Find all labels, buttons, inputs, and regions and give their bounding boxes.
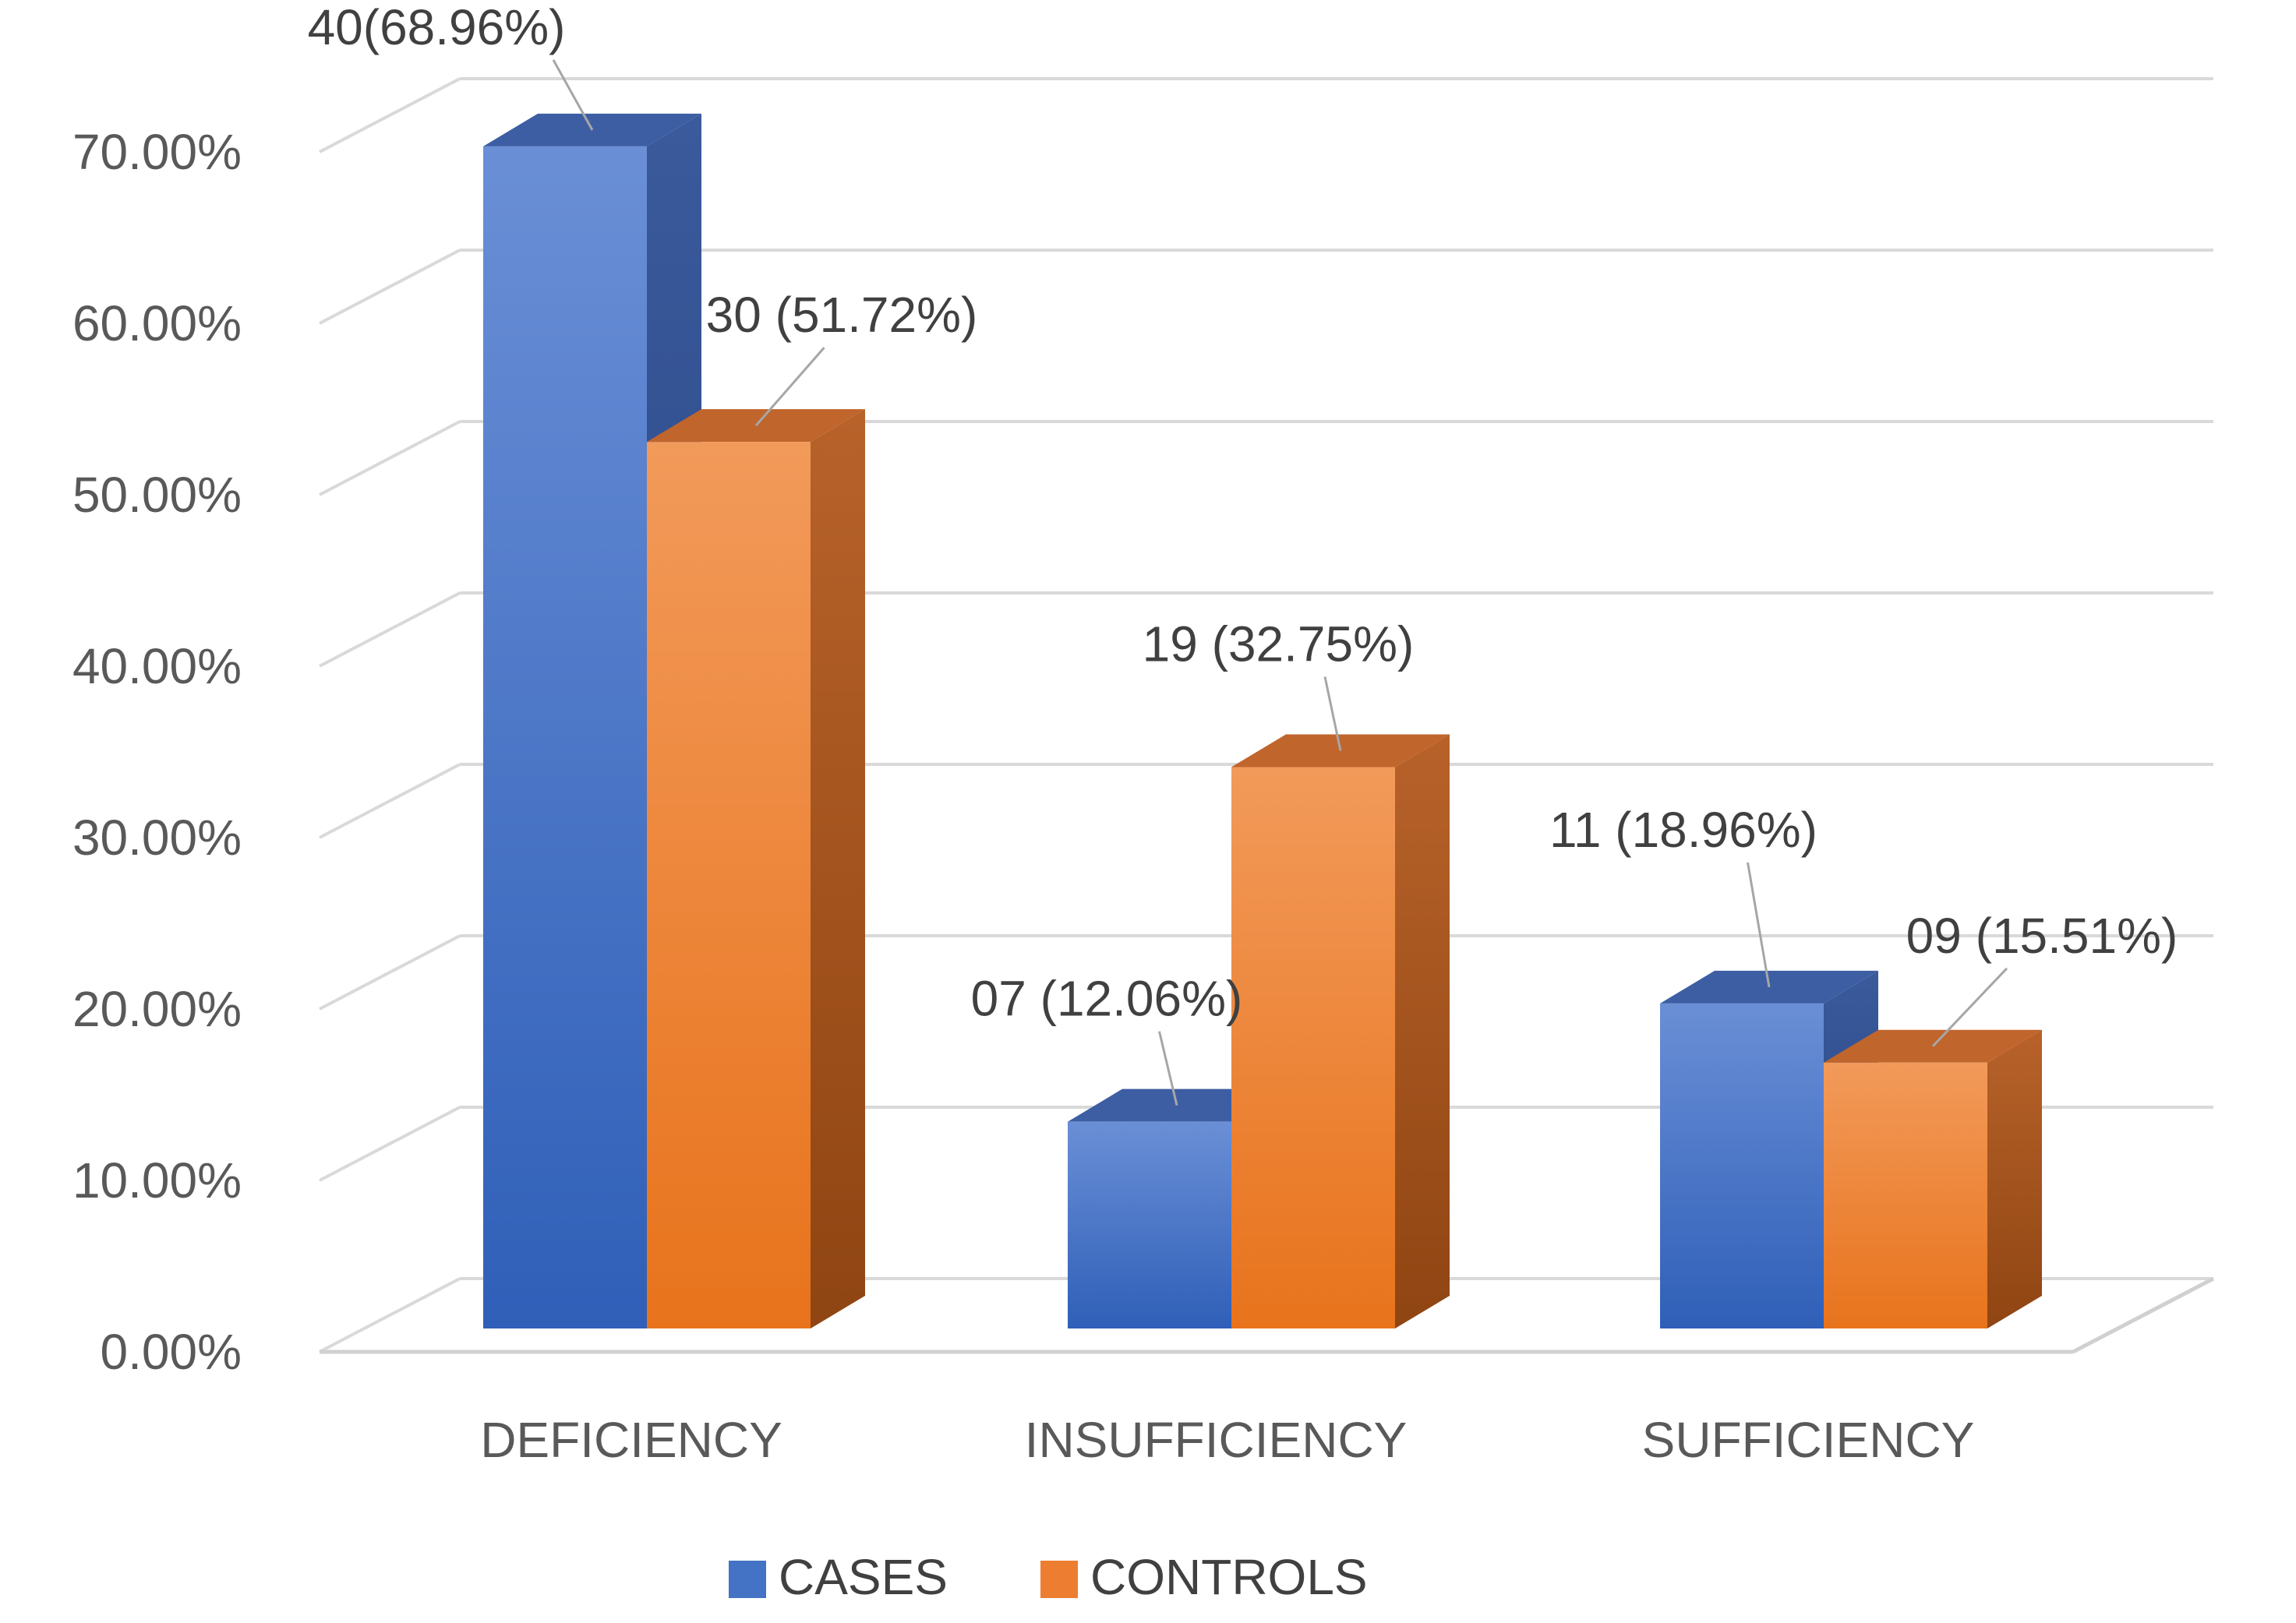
bar-front xyxy=(1824,1062,1987,1328)
bar-controls-deficiency xyxy=(647,409,865,1329)
x-tick-label: SUFFICIENCY xyxy=(1642,1412,1975,1468)
bars xyxy=(483,113,2042,1329)
data-label-cases-insufficiency: 07 (12.06%) xyxy=(971,971,1243,1027)
data-label-controls-insufficiency: 19 (32.75%) xyxy=(1143,616,1415,672)
gridline-side xyxy=(319,934,461,1011)
y-tick-label: 0.00% xyxy=(101,1324,242,1380)
legend: CASES CONTROLS xyxy=(729,1549,1368,1605)
y-axis: 0.00% 10.00% 20.00% 30.00% 40.00% 50.00% 60.00… xyxy=(72,124,242,1380)
gridline-side xyxy=(319,591,461,668)
gridline-side xyxy=(319,420,461,496)
data-label-controls-deficiency: 30 (51.72%) xyxy=(706,287,978,343)
gridline-side xyxy=(319,77,461,153)
bar-controls-insufficiency xyxy=(1231,734,1450,1328)
data-label-cases-deficiency: 40(68.96%) xyxy=(308,0,566,55)
gridline-side xyxy=(319,249,461,325)
leader-line xyxy=(552,59,594,131)
leader-line xyxy=(1158,1031,1178,1106)
leader-line xyxy=(1931,967,2008,1047)
bar-controls-sufficiency xyxy=(1824,1029,2042,1328)
y-tick-label: 30.00% xyxy=(72,810,242,866)
y-tick-label: 20.00% xyxy=(72,981,242,1037)
data-labels: 40(68.96%) 30 (51.72%) 07 (12.06%) 19 (32.7… xyxy=(308,0,2178,1106)
leader-line xyxy=(1323,676,1342,751)
leader-line xyxy=(754,347,825,427)
y-tick-label: 70.00% xyxy=(72,124,242,180)
x-axis: DEFICIENCY INSUFFICIENCY SUFFICIENCY xyxy=(480,1412,1974,1468)
leader-line xyxy=(1747,862,1771,988)
y-tick-label: 50.00% xyxy=(72,467,242,523)
bar-side xyxy=(1987,1029,2042,1328)
gridline-side xyxy=(319,1277,461,1353)
bar-front xyxy=(647,442,811,1329)
floor-side-edge xyxy=(2072,1276,2215,1354)
bar-front xyxy=(1068,1121,1231,1328)
gridline-side xyxy=(319,1106,461,1182)
gridline-side xyxy=(319,763,461,839)
legend-swatch xyxy=(729,1561,766,1598)
x-tick-label: DEFICIENCY xyxy=(480,1412,782,1468)
y-tick-label: 60.00% xyxy=(72,295,242,351)
bar-side xyxy=(811,409,865,1329)
y-tick-label: 40.00% xyxy=(72,638,242,694)
y-tick-label: 10.00% xyxy=(72,1152,242,1208)
bar-front xyxy=(1231,767,1395,1328)
x-tick-label: INSUFFICIENCY xyxy=(1025,1412,1408,1468)
bar-side xyxy=(1395,734,1450,1328)
legend-label: CONTROLS xyxy=(1090,1549,1368,1605)
legend-label: CASES xyxy=(779,1549,948,1605)
data-label-controls-sufficiency: 09 (15.51%) xyxy=(1906,908,2178,964)
bar-front xyxy=(483,146,647,1328)
legend-item-controls: CONTROLS xyxy=(1040,1549,1368,1605)
bar-front xyxy=(1660,1003,1824,1328)
data-label-cases-sufficiency: 11 (18.96%) xyxy=(1549,802,1817,858)
legend-swatch xyxy=(1040,1561,1078,1598)
legend-item-cases: CASES xyxy=(729,1549,948,1605)
